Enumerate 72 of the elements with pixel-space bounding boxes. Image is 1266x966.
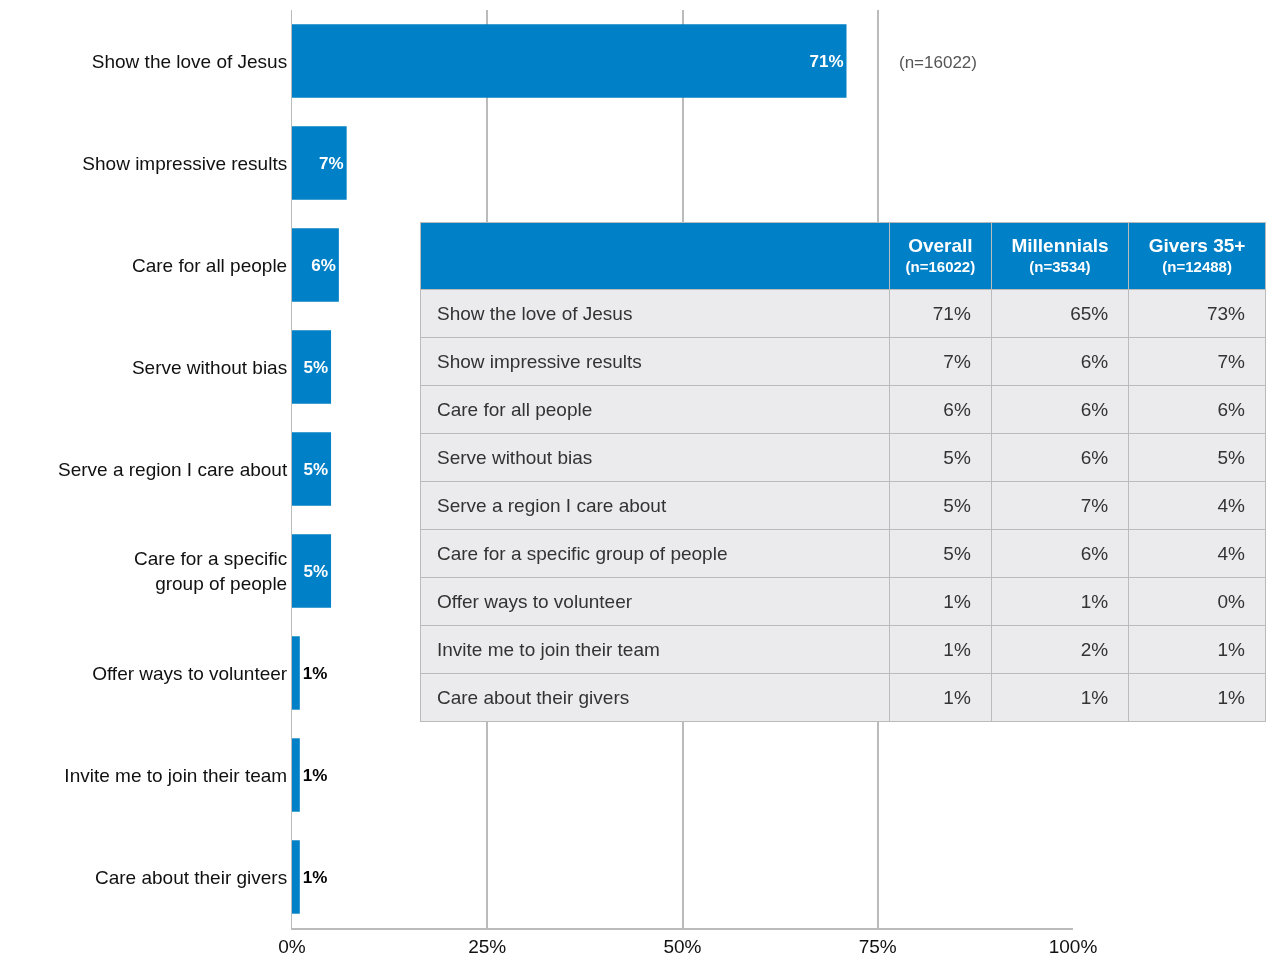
bar: [292, 432, 332, 506]
data-label: 1%: [991, 577, 1129, 626]
data-label: 0%: [1128, 577, 1266, 626]
data-label: 1%: [302, 867, 328, 887]
data-label: 2%: [991, 625, 1129, 674]
data-label: 7%: [991, 481, 1129, 530]
data-label: 6%: [889, 385, 992, 434]
y-tick-label: Show impressive results: [82, 152, 288, 174]
data-label: 1%: [889, 625, 992, 674]
y-tick-label: Offer ways to volunteer: [92, 662, 288, 684]
data-label: 1%: [991, 673, 1129, 722]
y-tick-label: Invite me to join their team: [64, 764, 288, 786]
y-tick-label: Serve without bias: [131, 356, 288, 378]
data-label: 1%: [889, 673, 992, 722]
bar: [292, 228, 339, 302]
data-label: 1%: [1128, 625, 1266, 674]
bar: [292, 24, 847, 98]
x-tick-label: 75%: [858, 935, 897, 957]
category-label: Care for all people: [420, 385, 890, 434]
x-tick-label: 100%: [1048, 935, 1098, 957]
data-label: 1%: [889, 577, 992, 626]
data-label: 5%: [303, 561, 329, 581]
y-tick-label: Care for a specific group of people: [134, 548, 288, 594]
category-label: Serve without bias: [420, 433, 890, 482]
data-label: 71%: [889, 289, 992, 338]
data-label: 6%: [311, 255, 336, 275]
y-tick-label: Serve a region I care about: [58, 458, 288, 480]
category-label: Offer ways to volunteer: [420, 577, 890, 626]
bar: [292, 330, 332, 404]
data-label: 5%: [889, 433, 992, 482]
y-tick-label: Care for all people: [131, 254, 288, 276]
data-label: 5%: [889, 481, 992, 530]
annotation: (n=16022): [899, 53, 977, 72]
data-label: 7%: [1128, 337, 1266, 386]
series-label: Millennials (n=3534): [991, 222, 1129, 290]
data-label: 1%: [302, 663, 328, 683]
data-label: 5%: [889, 529, 992, 578]
data-label: 1%: [302, 765, 328, 785]
data-label: 73%: [1128, 289, 1266, 338]
bar: [292, 636, 300, 710]
x-tick-label: 0%: [278, 935, 306, 957]
data-label: 6%: [1128, 385, 1266, 434]
category-label: Show the love of Jesus: [420, 289, 890, 338]
category-label: Show impressive results: [420, 337, 890, 386]
y-tick-label: Show the love of Jesus: [91, 50, 288, 72]
bar: [292, 126, 347, 200]
series-label: Givers 35+ (n=12488): [1128, 222, 1266, 290]
bar: [292, 840, 300, 914]
category-label: Serve a region I care about: [420, 481, 890, 530]
x-tick-label: 25%: [468, 935, 507, 957]
data-label: 7%: [319, 153, 344, 173]
y-tick-label: Care about their givers: [94, 866, 288, 888]
bar: [292, 534, 332, 608]
data-label: 6%: [991, 385, 1129, 434]
category-label: Care for a specific group of people: [420, 529, 890, 578]
data-label: 6%: [991, 433, 1129, 482]
data-label: 6%: [991, 529, 1129, 578]
data-label: 71%: [809, 51, 844, 71]
data-label: 4%: [1128, 529, 1266, 578]
series-label: Overall (n=16022): [889, 222, 992, 290]
data-label: 6%: [991, 337, 1129, 386]
x-tick-label: 50%: [663, 935, 702, 957]
bar: [292, 738, 300, 812]
data-label: 5%: [303, 357, 329, 377]
category-label: Care about their givers: [420, 673, 890, 722]
data-label: 4%: [1128, 481, 1266, 530]
data-label: 5%: [1128, 433, 1266, 482]
data-label: 7%: [889, 337, 992, 386]
data-label: 65%: [991, 289, 1129, 338]
category-label: Invite me to join their team: [420, 625, 890, 674]
data-label: 1%: [1128, 673, 1266, 722]
data-label: 5%: [303, 459, 329, 479]
